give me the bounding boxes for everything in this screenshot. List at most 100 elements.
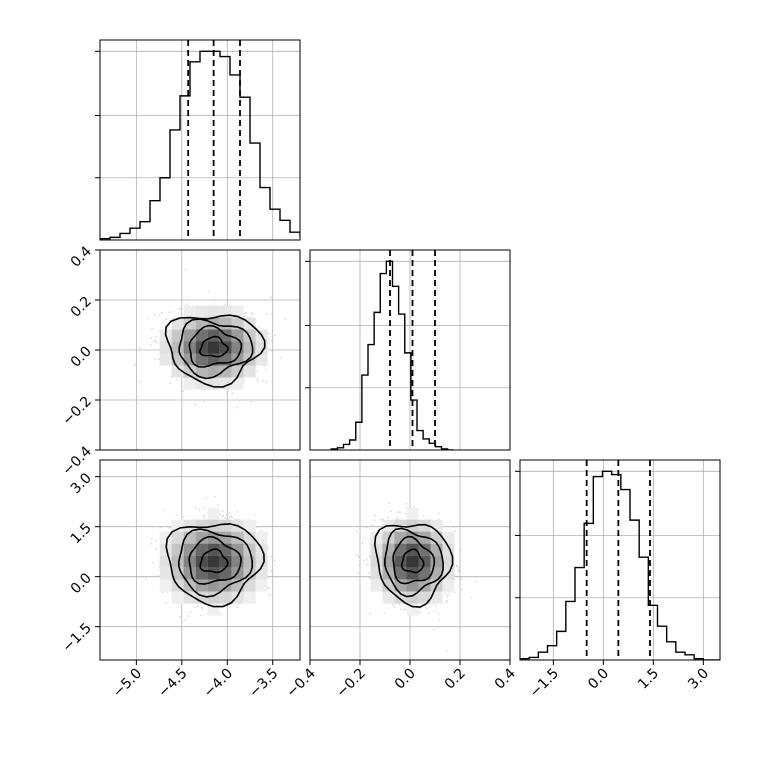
sample-point [212, 299, 215, 302]
sample-point [252, 313, 254, 315]
sample-point [405, 502, 408, 505]
sample-point [363, 560, 365, 563]
sample-point [169, 382, 172, 385]
density-cell [442, 555, 455, 568]
contour-line [188, 535, 242, 585]
y-tick-label: 1.5 [68, 520, 95, 547]
density-cell [430, 591, 443, 604]
density-cell [418, 591, 431, 604]
sample-point [383, 612, 386, 614]
x-tick-label: −1.5 [527, 666, 562, 701]
y-tick-label: −1.5 [59, 620, 94, 655]
density-cell [159, 579, 172, 592]
hist-panel-2 [515, 459, 721, 661]
sample-point [458, 566, 460, 569]
contour-line [165, 523, 265, 608]
density-cell [219, 317, 232, 330]
sample-point [150, 337, 153, 340]
x-tick-label: 0.0 [585, 666, 612, 693]
density-cell [207, 341, 220, 354]
sample-point [214, 495, 217, 498]
density-cell [195, 353, 208, 366]
density-cell [219, 555, 232, 568]
density-cell [243, 555, 256, 568]
density-cell [255, 579, 268, 592]
sample-point [193, 403, 196, 406]
sample-point [437, 613, 440, 615]
density-cell [382, 543, 395, 556]
density-cell [171, 341, 184, 354]
histogram-step [520, 470, 720, 660]
sample-point [203, 506, 206, 509]
sample-point [445, 650, 448, 653]
sample-point [398, 603, 400, 606]
sample-point [369, 613, 372, 615]
sample-point [224, 303, 227, 306]
sample-point [182, 390, 184, 393]
axes-frame [519, 459, 721, 661]
sample-point [418, 611, 421, 614]
density-cell [171, 329, 184, 342]
sample-point [271, 350, 274, 353]
sample-point [271, 330, 274, 333]
contour-line [164, 314, 266, 388]
sample-point [217, 504, 220, 506]
density-cell [219, 579, 232, 592]
histogram-step [330, 260, 454, 450]
sample-point [154, 358, 157, 361]
sample-point [453, 526, 455, 528]
hist-panel-1 [305, 249, 511, 451]
sample-point [200, 606, 203, 609]
sample-point [220, 613, 222, 616]
sample-point [224, 517, 227, 520]
axes-frame [99, 459, 301, 661]
pair-panel-0-1 [99, 249, 301, 451]
sample-point [396, 511, 399, 514]
x-tick-label: 1.5 [635, 666, 662, 693]
sample-point [149, 343, 152, 346]
sample-point [460, 548, 462, 551]
sample-point [284, 318, 287, 320]
sample-point [470, 596, 473, 599]
density-cell [370, 531, 383, 544]
sample-point [150, 542, 153, 545]
sample-point [151, 327, 153, 330]
sample-point [268, 587, 271, 590]
sample-point [368, 555, 371, 558]
sample-point [155, 539, 158, 542]
sample-point [447, 593, 450, 596]
density-cell [430, 555, 443, 568]
contour-line [392, 535, 436, 585]
y-tick-label: 0.0 [68, 344, 95, 371]
sample-point [265, 312, 268, 315]
sample-point [193, 606, 196, 609]
sample-point [370, 524, 373, 527]
sample-point [155, 339, 158, 342]
density-cell [231, 365, 244, 378]
density-cell [183, 519, 196, 532]
sample-point [177, 308, 180, 311]
sample-point [265, 369, 268, 371]
density-cell [195, 579, 208, 592]
density-cell [231, 543, 244, 556]
sample-point [228, 512, 231, 515]
sample-point [158, 314, 161, 316]
sample-point [261, 379, 264, 382]
density-cell [418, 567, 431, 580]
sample-point [356, 554, 359, 556]
contour-line [384, 527, 444, 598]
sample-point [268, 594, 271, 596]
x-tick-label: 3.0 [685, 666, 712, 693]
density-cell [394, 531, 407, 544]
hist-panel-0 [95, 39, 301, 241]
x-tick-label: −0.4 [283, 665, 318, 700]
density-cell [171, 519, 184, 532]
sample-point [393, 606, 396, 608]
sample-point [456, 565, 458, 568]
density-cell [219, 591, 232, 604]
density-cell [394, 567, 407, 580]
sample-point [201, 608, 204, 611]
density-cell [183, 305, 196, 318]
contour-line [178, 318, 254, 380]
sample-point [225, 514, 228, 517]
